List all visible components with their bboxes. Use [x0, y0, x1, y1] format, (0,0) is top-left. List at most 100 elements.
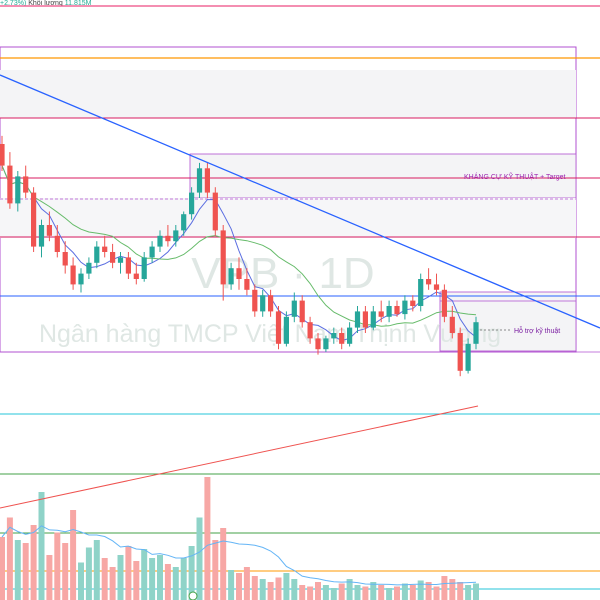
candle: [236, 257, 242, 290]
candle-body: [362, 311, 368, 328]
volume-bar: [204, 477, 211, 600]
candle: [228, 262, 234, 290]
downtrend-line: [0, 74, 600, 329]
candle: [110, 243, 116, 269]
candle-body: [307, 322, 313, 339]
candle: [181, 211, 187, 236]
candle-body: [0, 144, 5, 166]
volume-bar: [149, 558, 156, 600]
candle-body: [204, 168, 210, 193]
candle: [275, 306, 282, 350]
candle-body: [244, 279, 250, 290]
volume-trendline: [0, 405, 479, 509]
volume-bar: [457, 582, 464, 600]
candle: [54, 225, 60, 258]
volume-bar: [30, 525, 37, 600]
candle-body: [141, 257, 147, 279]
candle: [62, 241, 68, 274]
candle-body: [394, 306, 400, 315]
volume-bar: [473, 583, 479, 600]
watermark-name: Ngân hàng TMCP Việt Nam Thịnh Vượng: [39, 320, 501, 348]
candle: [268, 289, 274, 317]
volume-lines: [0, 405, 479, 586]
candle-body: [220, 230, 226, 285]
candle: [441, 284, 447, 323]
volume-bar: [228, 570, 235, 600]
candle: [323, 335, 329, 352]
candle-body: [102, 246, 108, 252]
volume-bar: [180, 558, 187, 600]
volume-bar: [378, 585, 385, 600]
volume-bar: [164, 564, 171, 600]
candle-body: [46, 225, 52, 236]
candle: [418, 273, 424, 312]
candle-body: [315, 338, 321, 350]
volume-bar: [14, 540, 21, 600]
volume-bar: [125, 546, 132, 600]
candle: [46, 211, 52, 242]
candle-body: [402, 300, 408, 315]
candle: [307, 316, 313, 344]
candle: [354, 306, 361, 333]
candle-body: [410, 300, 416, 306]
candle: [315, 333, 321, 355]
candle-body: [165, 235, 171, 242]
volume-bar: [236, 573, 242, 600]
ma-slow-line: [1, 165, 477, 327]
candle-body: [117, 257, 124, 263]
candle-body: [283, 316, 289, 344]
volume-value: 11.815M: [64, 0, 92, 7]
candle-body: [354, 311, 361, 328]
mid-zone: [0, 198, 576, 238]
watermark-symbol: VPB · 1D: [191, 249, 374, 298]
candle: [394, 300, 400, 317]
candle: [38, 219, 45, 258]
volume-bar: [62, 543, 69, 600]
candle-body: [78, 273, 84, 285]
candle: [362, 306, 368, 333]
candle: [7, 152, 13, 209]
candle-body: [7, 165, 13, 204]
volume-bar: [401, 583, 408, 600]
candle: [70, 257, 76, 290]
candle: [15, 171, 21, 212]
candle-body: [62, 252, 68, 266]
candle-body: [173, 230, 179, 242]
candle: [212, 187, 218, 236]
candle: [410, 295, 416, 312]
candle: [94, 241, 100, 269]
candle: [196, 162, 203, 198]
event-marker[interactable]: [188, 591, 198, 600]
candle-body: [133, 273, 139, 279]
candle-body: [457, 333, 463, 371]
volume-bar: [441, 576, 448, 600]
volume-bar: [101, 558, 108, 600]
candle-body: [94, 246, 100, 263]
volume-bar: [409, 585, 416, 600]
volume-bar: [196, 517, 203, 600]
candle-body: [465, 343, 471, 371]
volume-bar: [38, 492, 45, 600]
candle: [370, 306, 376, 331]
price-change: +2.73%): [0, 0, 27, 7]
candle: [78, 268, 84, 293]
candle: [433, 273, 440, 296]
candle-body: [23, 176, 29, 193]
candle: [133, 262, 139, 285]
volume-bar: [465, 585, 472, 600]
candle-body: [228, 268, 234, 285]
volume-bar: [346, 579, 353, 600]
top-legend: +2.73%) Khối lượng 11.815M: [0, 0, 92, 7]
volume-bar: [433, 586, 440, 600]
candle-body: [347, 327, 353, 344]
candle-body: [181, 214, 187, 231]
candle-body: [323, 338, 329, 350]
volume-bar: [251, 576, 258, 600]
candles: [0, 135, 479, 377]
candle-body: [378, 311, 384, 317]
candle: [157, 230, 163, 252]
candle-body: [449, 316, 455, 333]
support-label: Hỗ trợ kỹ thuật: [514, 326, 560, 335]
